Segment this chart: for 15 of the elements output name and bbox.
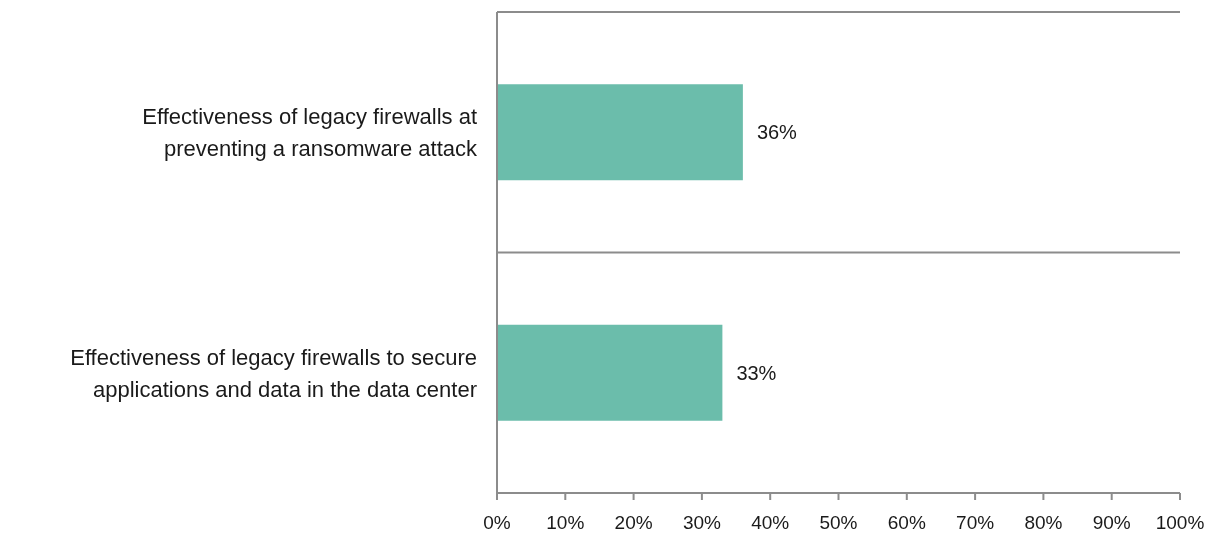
y-tick-label: Effectiveness of legacy firewalls to secure applications and data in the data center: [70, 344, 477, 402]
data-label: 36%: [756, 121, 798, 144]
x-tick-label: 70%: [956, 512, 995, 534]
x-tick-label: 50%: [819, 512, 858, 534]
x-tick-label: 10%: [546, 512, 585, 534]
x-tick-label: 20%: [614, 512, 653, 534]
x-tick-label: 0%: [483, 512, 511, 534]
x-tick-label: 30%: [682, 512, 722, 534]
y-tick-label: Effectiveness of legacy firewalls at preventing a ransomware attack: [142, 103, 478, 161]
x-tick-label: 80%: [1024, 512, 1063, 534]
x-tick-label: 40%: [751, 512, 790, 534]
x-tick-label: 90%: [1092, 512, 1131, 534]
data-label: 33%: [736, 361, 777, 384]
x-tick-label: 100%: [1155, 512, 1205, 534]
x-tick-label: 60%: [887, 512, 926, 534]
